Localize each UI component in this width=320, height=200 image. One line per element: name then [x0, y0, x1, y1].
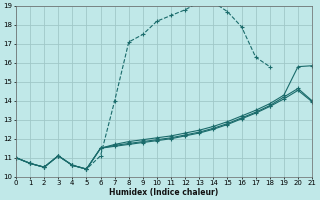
X-axis label: Humidex (Indice chaleur): Humidex (Indice chaleur) [109, 188, 219, 197]
